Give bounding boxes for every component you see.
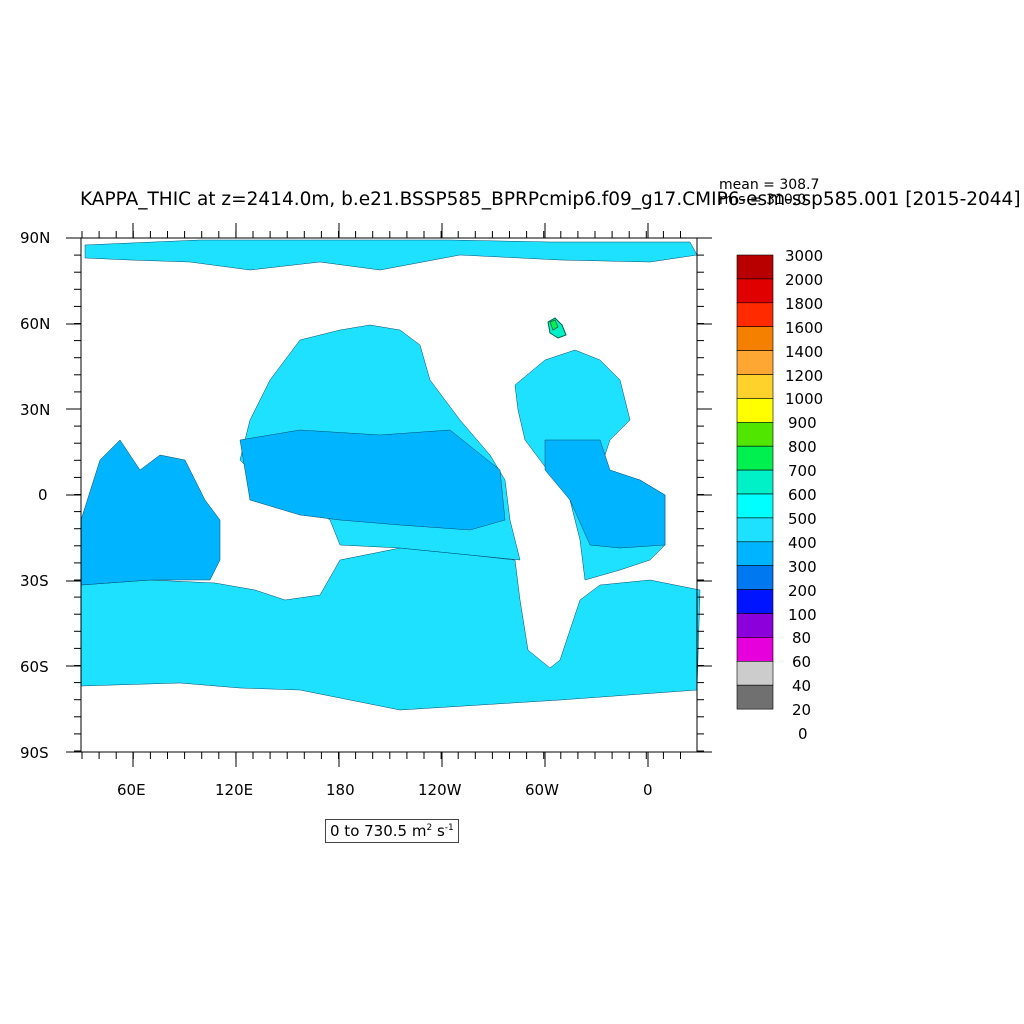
legend-label: 900 [788, 414, 817, 433]
legend-swatch [736, 517, 774, 543]
legend-swatch [736, 541, 774, 566]
legend-swatch [736, 613, 774, 638]
legend-swatch [736, 350, 774, 375]
legend-label: 40 [792, 677, 812, 696]
axis-ticks [66, 223, 712, 767]
mean-stat: mean = 308.7 [719, 177, 820, 193]
legend-swatch [736, 254, 774, 280]
legend-swatch [736, 589, 774, 614]
range-unit-exponent: 2 [426, 823, 433, 833]
southern-ocean [80, 547, 701, 711]
x-tick-label: 120W [418, 781, 462, 799]
y-tick-label: 30S [20, 572, 49, 590]
legend-swatch [736, 684, 774, 710]
legend-swatch [736, 469, 774, 495]
legend-label: 3000 [785, 247, 824, 265]
legend-label: 800 [788, 438, 817, 457]
range-text: 0 to 730.5 m [330, 822, 427, 840]
legend-label: 400 [788, 533, 817, 552]
indian-ocean [80, 439, 221, 586]
y-tick-label: 90N [20, 229, 51, 247]
y-tick-label: 90S [20, 744, 49, 762]
arctic-ocean [84, 239, 698, 271]
legend-label: 60 [792, 653, 812, 672]
legend-swatch [736, 637, 774, 662]
legend-swatch [736, 374, 774, 399]
legend-label: 700 [788, 462, 817, 481]
legend-label: 300 [788, 557, 817, 576]
y-tick-label: 60S [20, 658, 49, 676]
x-tick-label: 0 [643, 781, 653, 799]
data-range-box: 0 to 730.5 m2 s-1 [325, 819, 459, 843]
legend-label: 1600 [785, 318, 824, 337]
legend-label: 600 [788, 486, 817, 504]
legend-label: 0 [798, 725, 808, 743]
legend-swatch [736, 660, 774, 686]
map-title: KAPPA_THIC at z=2414.0m, b.e21.BSSP585_B… [80, 189, 1021, 210]
x-tick-label: 60W [525, 781, 559, 799]
y-tick-label: 30N [20, 401, 51, 419]
legend-label: 2000 [785, 270, 824, 289]
legend-swatch [736, 278, 774, 304]
legend-label: 1200 [785, 366, 824, 385]
legend-label: 100 [788, 605, 817, 624]
range-unit-exponent: -1 [444, 823, 454, 833]
legend-swatch [736, 445, 774, 471]
map-panel [80, 238, 701, 752]
legend-swatch [736, 493, 774, 519]
legend-label: 1400 [785, 342, 824, 361]
range-unit: s [432, 822, 445, 840]
legend-swatch [736, 302, 774, 327]
color-legend [736, 254, 774, 710]
legend-swatch [736, 398, 774, 423]
legend-swatch [736, 565, 774, 590]
legend-label: 1000 [785, 390, 824, 409]
legend-label: 1800 [785, 294, 824, 313]
equatorial-band [239, 429, 506, 531]
legend-label: 500 [788, 509, 817, 528]
legend-label: 80 [792, 629, 812, 648]
x-tick-label: 180 [326, 781, 355, 799]
legend-label: 200 [788, 581, 817, 600]
tropical-atlantic [544, 439, 666, 549]
legend-swatch [736, 421, 774, 447]
x-tick-label: 60E [117, 781, 146, 799]
y-tick-label: 0 [38, 486, 48, 504]
y-tick-label: 60N [20, 315, 51, 333]
legend-swatch [736, 326, 774, 351]
stats-readout: mean = 308.7 rms = 310.0 [719, 178, 819, 208]
x-tick-label: 120E [215, 781, 254, 799]
rms-stat: rms = 310.0 [719, 192, 807, 208]
legend-label: 20 [792, 701, 812, 720]
